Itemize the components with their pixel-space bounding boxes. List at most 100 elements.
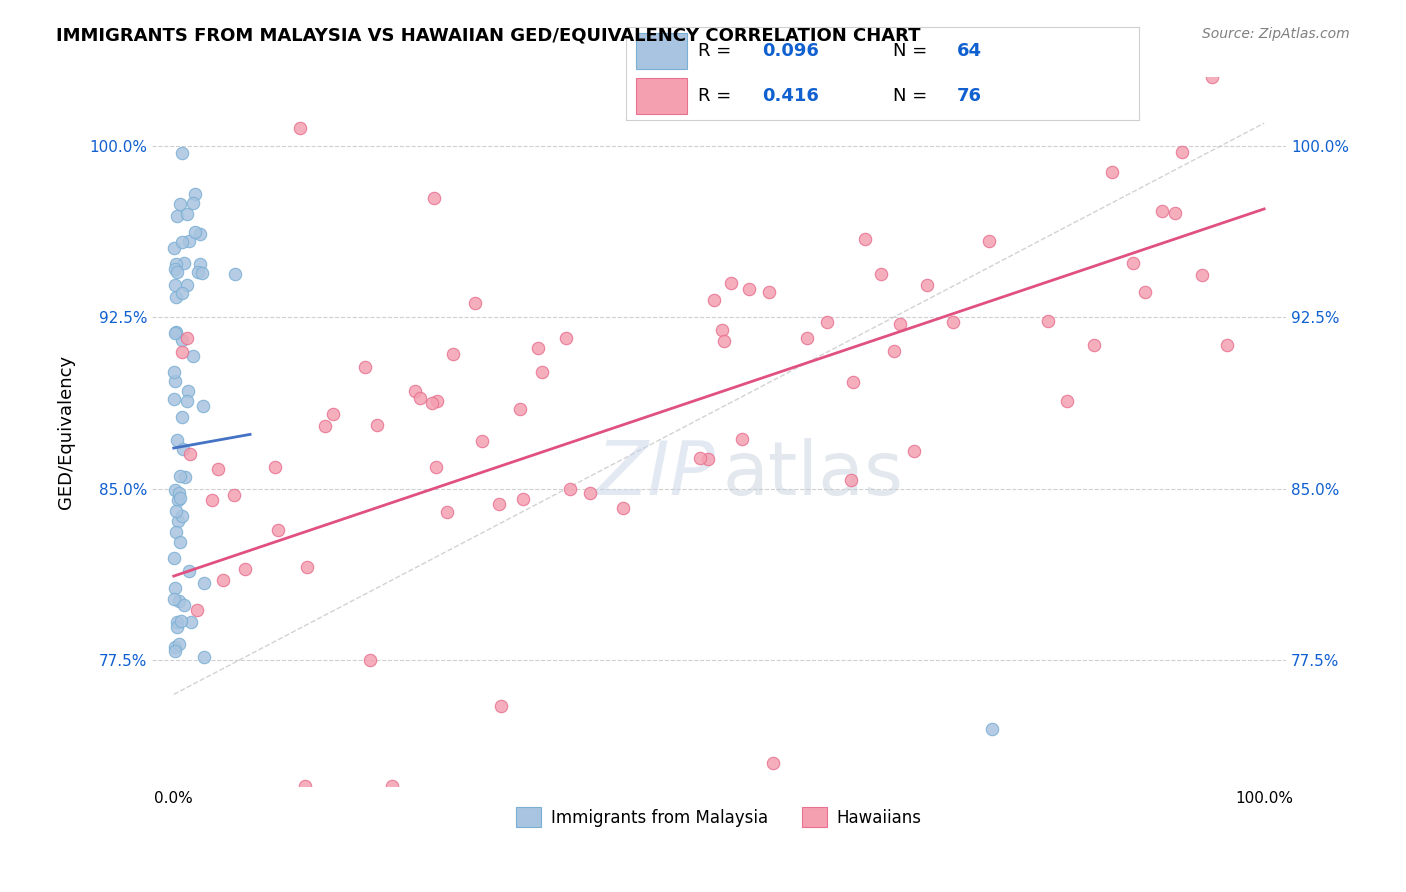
Point <box>762 756 785 770</box>
Point <box>288 120 311 135</box>
Text: Source: ZipAtlas.com: Source: ZipAtlas.com <box>1202 27 1350 41</box>
Text: N =: N = <box>893 87 932 105</box>
Point <box>166 265 188 279</box>
Point <box>1056 393 1078 408</box>
Point <box>314 419 336 434</box>
Point <box>1201 70 1223 84</box>
Point <box>169 468 191 483</box>
Point <box>1036 313 1059 327</box>
Point <box>264 459 287 474</box>
Point <box>163 392 186 406</box>
Point <box>176 207 198 221</box>
Point <box>696 451 718 466</box>
Point <box>441 347 464 361</box>
Point <box>177 384 200 399</box>
Point <box>163 644 186 658</box>
Point <box>404 384 426 398</box>
Text: R =: R = <box>697 42 737 60</box>
Point <box>889 317 911 331</box>
Point <box>165 256 187 270</box>
Point <box>1101 165 1123 179</box>
Point <box>942 315 965 329</box>
Point <box>172 344 194 359</box>
Point <box>1164 205 1187 219</box>
Point <box>180 615 202 629</box>
Point <box>170 145 193 160</box>
Point <box>738 282 761 296</box>
Point <box>163 326 186 340</box>
Point <box>179 234 201 248</box>
Point <box>173 256 195 270</box>
Point <box>530 365 553 379</box>
Text: 64: 64 <box>956 42 981 60</box>
Point <box>188 257 211 271</box>
Point <box>841 473 863 487</box>
Bar <box>636 78 688 114</box>
Point <box>211 573 233 587</box>
Bar <box>636 33 688 69</box>
Point <box>165 524 187 539</box>
Point <box>711 323 734 337</box>
Point <box>165 374 187 388</box>
Point <box>163 551 186 566</box>
Point <box>841 375 863 389</box>
Point <box>222 488 245 502</box>
Point <box>166 434 188 448</box>
Point <box>1083 338 1105 352</box>
Text: R =: R = <box>697 87 737 105</box>
Point <box>172 442 194 457</box>
Point <box>554 331 576 345</box>
Point <box>176 278 198 293</box>
Point <box>560 483 582 497</box>
Point <box>170 333 193 347</box>
Point <box>193 575 215 590</box>
Point <box>488 497 510 511</box>
Point <box>188 227 211 241</box>
Point <box>758 285 780 300</box>
Point <box>167 593 190 607</box>
Point <box>170 508 193 523</box>
Text: 0.096: 0.096 <box>762 42 818 60</box>
Point <box>191 266 214 280</box>
Point <box>381 779 404 793</box>
Point <box>267 523 290 537</box>
Point <box>165 326 187 340</box>
Point <box>1122 256 1144 270</box>
Point <box>165 483 187 497</box>
Point <box>869 267 891 281</box>
Point <box>233 562 256 576</box>
Point <box>179 447 201 461</box>
Point <box>1152 203 1174 218</box>
Point <box>166 514 188 528</box>
Point <box>167 637 190 651</box>
Y-axis label: GED/Equivalency: GED/Equivalency <box>58 354 75 508</box>
Point <box>295 560 318 574</box>
Point <box>409 392 432 406</box>
Point <box>179 564 201 578</box>
Point <box>977 235 1000 249</box>
Point <box>359 653 381 667</box>
Point <box>186 603 208 617</box>
Point <box>471 434 494 449</box>
Point <box>703 293 725 308</box>
Point <box>883 343 905 358</box>
Point <box>512 491 534 506</box>
Legend: Immigrants from Malaysia, Hawaiians: Immigrants from Malaysia, Hawaiians <box>509 800 928 834</box>
Point <box>201 493 224 508</box>
Point <box>489 698 512 713</box>
Point <box>169 535 191 549</box>
Point <box>915 277 938 292</box>
Point <box>170 410 193 425</box>
Point <box>980 722 1002 736</box>
Point <box>366 418 388 433</box>
Point <box>183 186 205 201</box>
Point <box>183 349 205 363</box>
Point <box>425 394 447 409</box>
Point <box>464 296 486 310</box>
Point <box>174 469 197 483</box>
Point <box>853 232 876 246</box>
Point <box>731 432 754 446</box>
Point <box>425 460 447 475</box>
Point <box>169 491 191 506</box>
Point <box>224 268 246 282</box>
